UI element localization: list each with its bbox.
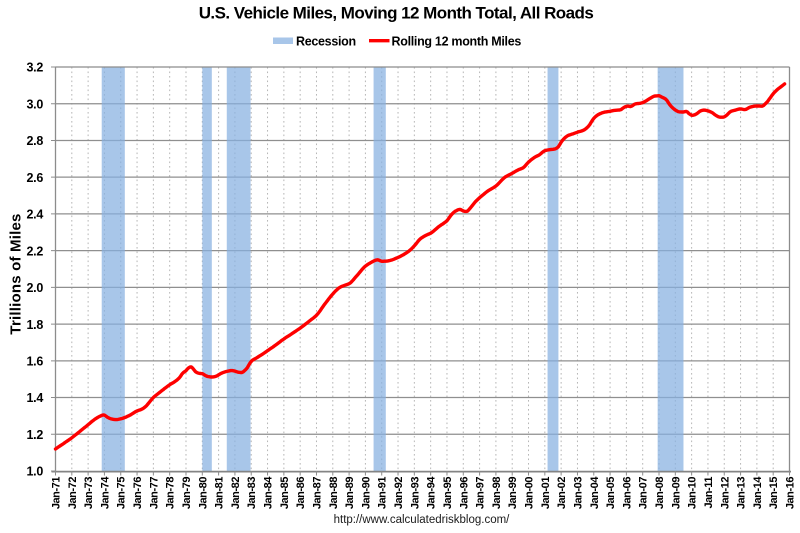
svg-text:1.8: 1.8 xyxy=(27,318,44,332)
svg-text:Jan-07: Jan-07 xyxy=(638,477,650,509)
svg-text:Jan-14: Jan-14 xyxy=(752,476,764,509)
svg-text:Trillions of Miles: Trillions of Miles xyxy=(7,213,24,334)
svg-text:2.0: 2.0 xyxy=(27,281,44,295)
svg-text:http://www.calculatedriskblog.: http://www.calculatedriskblog.com/ xyxy=(334,514,511,526)
svg-text:Jan-93: Jan-93 xyxy=(409,477,421,509)
svg-text:1.4: 1.4 xyxy=(27,391,44,405)
svg-text:Jan-03: Jan-03 xyxy=(572,477,584,509)
svg-text:Jan-81: Jan-81 xyxy=(214,477,226,509)
svg-text:Recession: Recession xyxy=(296,35,356,49)
svg-text:Rolling 12 month Miles: Rolling 12 month Miles xyxy=(392,35,522,49)
svg-text:Jan-88: Jan-88 xyxy=(328,477,340,509)
svg-text:Jan-09: Jan-09 xyxy=(670,477,682,509)
svg-text:2.2: 2.2 xyxy=(27,244,44,258)
svg-text:Jan-10: Jan-10 xyxy=(687,477,699,509)
svg-text:Jan-97: Jan-97 xyxy=(475,477,487,509)
svg-text:Jan-79: Jan-79 xyxy=(181,477,193,509)
svg-text:1.2: 1.2 xyxy=(27,428,44,442)
svg-text:Jan-71: Jan-71 xyxy=(51,477,63,509)
svg-text:Jan-72: Jan-72 xyxy=(67,477,79,509)
svg-text:Jan-76: Jan-76 xyxy=(132,477,144,509)
svg-text:Jan-83: Jan-83 xyxy=(246,477,258,509)
svg-text:Jan-06: Jan-06 xyxy=(621,477,633,509)
svg-text:Jan-13: Jan-13 xyxy=(736,477,748,509)
svg-text:Jan-08: Jan-08 xyxy=(654,477,666,509)
svg-text:Jan-87: Jan-87 xyxy=(311,477,323,509)
svg-text:Jan-01: Jan-01 xyxy=(540,477,552,509)
svg-text:Jan-85: Jan-85 xyxy=(279,477,291,509)
svg-text:Jan-11: Jan-11 xyxy=(703,477,715,509)
svg-text:Jan-04: Jan-04 xyxy=(589,476,601,509)
svg-text:Jan-78: Jan-78 xyxy=(165,477,177,509)
svg-text:1.0: 1.0 xyxy=(27,465,44,479)
svg-text:3.0: 3.0 xyxy=(27,97,44,111)
svg-text:Jan-12: Jan-12 xyxy=(719,477,731,509)
svg-text:Jan-74: Jan-74 xyxy=(99,476,111,509)
svg-text:Jan-00: Jan-00 xyxy=(524,477,536,509)
svg-text:Jan-75: Jan-75 xyxy=(116,477,128,509)
svg-text:Jan-16: Jan-16 xyxy=(785,477,797,509)
svg-text:1.6: 1.6 xyxy=(27,355,44,369)
svg-text:Jan-95: Jan-95 xyxy=(442,477,454,509)
svg-text:Jan-84: Jan-84 xyxy=(263,476,275,509)
svg-text:2.6: 2.6 xyxy=(27,171,44,185)
svg-text:Jan-91: Jan-91 xyxy=(377,477,389,509)
svg-text:Jan-92: Jan-92 xyxy=(393,477,405,509)
svg-text:Jan-82: Jan-82 xyxy=(230,477,242,509)
svg-text:Jan-99: Jan-99 xyxy=(507,477,519,509)
svg-text:Jan-77: Jan-77 xyxy=(148,477,160,509)
svg-text:Jan-02: Jan-02 xyxy=(556,477,568,509)
svg-text:Jan-73: Jan-73 xyxy=(83,477,95,509)
svg-text:Jan-90: Jan-90 xyxy=(360,477,372,509)
svg-text:U.S. Vehicle Miles, Moving 12: U.S. Vehicle Miles, Moving 12 Month Tota… xyxy=(199,4,594,23)
svg-text:2.4: 2.4 xyxy=(27,208,44,222)
svg-text:Jan-94: Jan-94 xyxy=(426,476,438,509)
svg-text:Jan-05: Jan-05 xyxy=(605,477,617,509)
svg-text:Jan-89: Jan-89 xyxy=(344,477,356,509)
svg-text:2.8: 2.8 xyxy=(27,134,44,148)
svg-text:Jan-98: Jan-98 xyxy=(491,477,503,509)
svg-text:Jan-96: Jan-96 xyxy=(458,477,470,509)
svg-text:Jan-15: Jan-15 xyxy=(768,477,780,509)
svg-text:Jan-86: Jan-86 xyxy=(295,477,307,509)
svg-text:Jan-80: Jan-80 xyxy=(197,477,209,509)
svg-text:3.2: 3.2 xyxy=(27,61,44,75)
